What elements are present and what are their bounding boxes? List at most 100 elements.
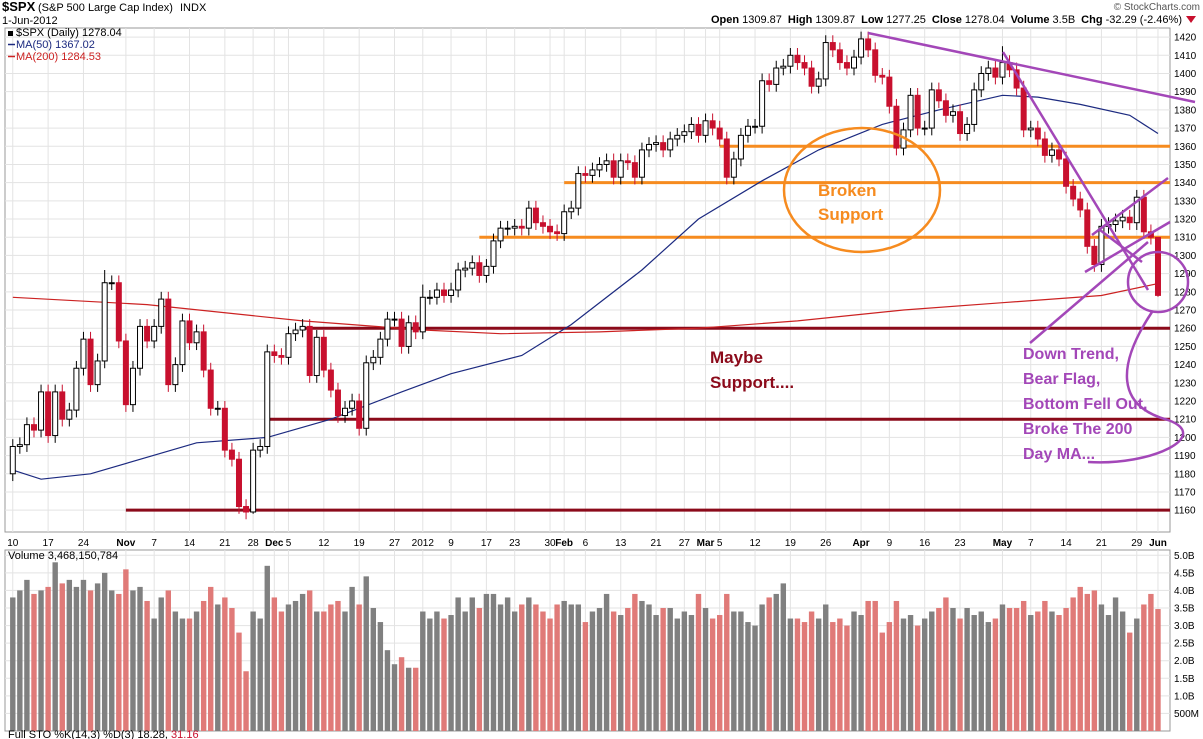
volume-bar xyxy=(179,618,186,731)
y-tick-label: 3.0B xyxy=(1174,621,1195,632)
candle-body xyxy=(490,240,497,267)
volume-bar xyxy=(561,600,567,731)
volume-bar xyxy=(999,604,1006,731)
legend-label: $SPX (Daily) xyxy=(16,27,79,39)
quote-value: 3.5B xyxy=(1053,14,1076,26)
x-tick-label: Jun xyxy=(1149,538,1167,549)
volume-bar xyxy=(497,604,504,731)
candle-body xyxy=(214,407,221,410)
y-tick-label: 1260 xyxy=(1174,324,1197,335)
y-tick-label: 1390 xyxy=(1174,87,1197,98)
y-tick-label: 3.5B xyxy=(1174,603,1195,614)
candle-body xyxy=(681,131,688,136)
y-tick-label: 1380 xyxy=(1174,105,1197,116)
volume-bar xyxy=(1141,604,1147,731)
pointer-line xyxy=(1029,241,1149,344)
quote-value: 1309.87 xyxy=(742,14,782,26)
volume-bar xyxy=(391,664,398,731)
volume-bar xyxy=(950,607,956,731)
candle-body xyxy=(914,94,921,129)
candle-body xyxy=(405,322,412,347)
candle-body xyxy=(384,318,391,340)
candle-body xyxy=(23,424,30,446)
volume-bar xyxy=(144,600,150,731)
volume-bar xyxy=(632,593,638,731)
x-tick-label: Mar xyxy=(697,538,715,549)
volume-bar xyxy=(116,593,122,731)
volume-bar xyxy=(759,604,765,731)
candle-body xyxy=(893,105,900,149)
volume-bar xyxy=(73,586,80,731)
volume-bar xyxy=(1091,590,1098,731)
annotation: Bottom Fell Out, xyxy=(1023,396,1147,413)
volume-bar xyxy=(130,590,136,731)
candle-body xyxy=(285,333,292,358)
candle-body xyxy=(419,296,426,333)
candle-body xyxy=(363,362,370,429)
volume-bar xyxy=(299,593,306,731)
x-tick-label: 26 xyxy=(820,538,832,549)
candle-body xyxy=(660,142,667,151)
candle-body xyxy=(617,160,624,178)
volume-bar xyxy=(610,611,617,731)
annotation: Broken xyxy=(818,181,877,200)
candle-body xyxy=(52,391,59,437)
quote-label: Low xyxy=(861,14,883,26)
y-tick-label: 1370 xyxy=(1174,124,1197,135)
volume-bar xyxy=(724,593,730,731)
candle-body xyxy=(1098,225,1105,266)
volume-bar xyxy=(250,611,256,731)
candle-body xyxy=(999,62,1006,78)
pointer-curve xyxy=(1087,311,1185,464)
quote-value: 1278.04 xyxy=(965,14,1005,26)
volume-bar xyxy=(314,611,320,731)
volume-bar xyxy=(87,590,94,731)
candle-body xyxy=(94,360,101,386)
candle-body xyxy=(9,445,16,475)
volume-bar xyxy=(370,607,377,731)
volume-bar xyxy=(434,611,440,731)
volume-bar xyxy=(844,625,850,731)
volume-bar xyxy=(1112,597,1119,731)
quote-label: Volume xyxy=(1011,14,1050,26)
candle-body xyxy=(306,325,313,377)
volume-bar xyxy=(674,618,680,731)
volume-bar xyxy=(448,615,454,731)
candle-body xyxy=(759,80,766,127)
down-arrow xyxy=(1186,16,1196,23)
x-tick-label: 23 xyxy=(954,538,966,549)
volume-bar xyxy=(886,622,893,731)
volume-bar xyxy=(476,607,483,731)
x-tick-label: 7 xyxy=(151,538,157,549)
candle-body xyxy=(631,162,638,178)
candle-body xyxy=(179,320,186,366)
candle-body xyxy=(928,89,935,129)
candle-body xyxy=(1084,209,1091,247)
x-tick-label: Feb xyxy=(555,538,573,549)
volume-bar xyxy=(801,622,808,731)
x-tick-label: 12 xyxy=(749,538,761,549)
candle-body xyxy=(370,356,377,364)
y-tick-label: 1330 xyxy=(1174,196,1197,207)
x-tick-label: 21 xyxy=(219,538,231,549)
volume-bar xyxy=(547,618,553,731)
candle-body xyxy=(766,80,773,85)
volume-bar xyxy=(914,625,921,731)
candle-body xyxy=(250,449,257,513)
candle-body xyxy=(334,389,341,417)
volume-bar xyxy=(900,618,907,731)
volume-value: 3,468,150,784 xyxy=(48,550,118,562)
candle-body xyxy=(356,400,363,429)
volume-bar xyxy=(377,622,384,731)
candle-body xyxy=(942,100,949,116)
y-tick-label: 1350 xyxy=(1174,160,1197,171)
flag-line xyxy=(1084,220,1171,274)
candle-body xyxy=(624,160,631,164)
volume-bar xyxy=(165,590,171,731)
candle-body xyxy=(822,42,829,80)
legend-value: 1367.02 xyxy=(55,39,95,51)
volume-bar xyxy=(52,562,58,731)
volume-bar xyxy=(462,611,468,731)
candle-body xyxy=(1034,127,1041,140)
x-tick-label: May xyxy=(993,538,1013,549)
